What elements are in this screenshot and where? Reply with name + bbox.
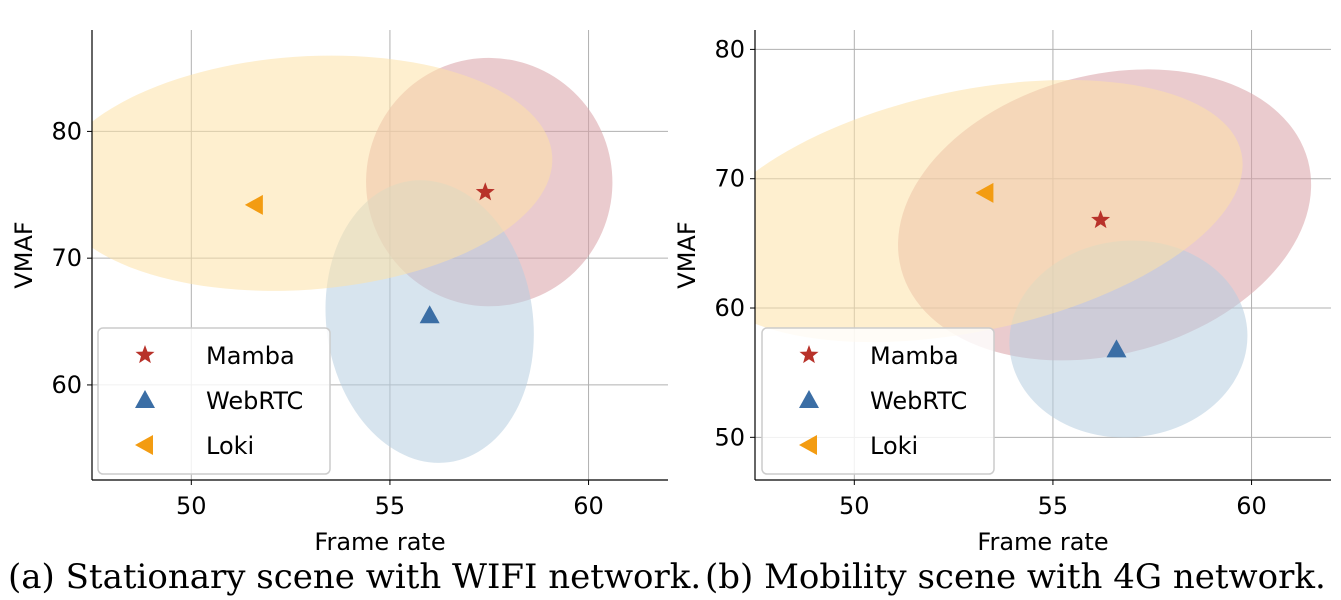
legend-label: Loki <box>206 432 254 460</box>
legend-marker-webrtc <box>799 390 819 408</box>
chart-panel-b: 50 55 60 50 60 70 80 Frame rate VMAF Mamba WebRTC L… <box>673 30 1331 597</box>
legend-label: Loki <box>870 432 918 460</box>
y-tick-label: 60 <box>51 371 82 399</box>
legend-marker-mamba <box>799 345 819 364</box>
legend-marker-mamba <box>135 345 155 364</box>
legend: Mamba WebRTC Loki <box>761 327 995 475</box>
legend-label: WebRTC <box>206 387 303 415</box>
legend-label: Mamba <box>206 342 295 370</box>
y-tick-label: 60 <box>714 294 745 322</box>
x-tick-label: 50 <box>839 492 870 520</box>
figure-caption: (b) Mobility scene with 4G network. <box>705 557 1326 597</box>
legend-label: WebRTC <box>870 387 967 415</box>
x-axis-label: Frame rate <box>314 528 445 556</box>
y-tick-label: 80 <box>51 117 82 145</box>
data-point-webrtc <box>1106 339 1127 358</box>
x-tick-label: 55 <box>1038 492 1069 520</box>
x-tick-label: 50 <box>176 492 207 520</box>
x-tick-label: 60 <box>573 492 604 520</box>
figure-caption: (a) Stationary scene with WIFI network. <box>8 557 701 597</box>
legend-marker-loki <box>799 435 817 455</box>
y-tick-label: 80 <box>714 35 745 63</box>
y-tick-label: 50 <box>714 423 745 451</box>
legend: Mamba WebRTC Loki <box>97 327 331 475</box>
y-axis-label: VMAF <box>673 221 701 288</box>
legend-label: Mamba <box>870 342 959 370</box>
legend-box <box>761 327 995 475</box>
legend-marker-webrtc <box>135 390 155 408</box>
ellipses <box>92 55 613 463</box>
x-tick-label: 55 <box>375 492 406 520</box>
data-point-mamba <box>475 182 495 201</box>
y-tick-label: 70 <box>714 165 745 193</box>
chart-panel-a: 50 55 60 60 70 80 Frame rate VMAF Mamba WebRTC Lok… <box>8 30 701 597</box>
y-axis-label: VMAF <box>10 221 38 288</box>
confidence-ellipse-loki <box>92 55 553 291</box>
y-tick-label: 70 <box>51 244 82 272</box>
data-point-loki <box>975 182 994 203</box>
data-point-webrtc <box>419 305 440 324</box>
data-point-mamba <box>1091 210 1111 229</box>
ellipses <box>755 69 1312 438</box>
legend-box <box>97 327 331 475</box>
x-axis-label: Frame rate <box>977 528 1108 556</box>
legend-marker-loki <box>135 435 153 455</box>
x-tick-label: 60 <box>1236 492 1267 520</box>
confidence-ellipse-loki <box>755 79 1243 343</box>
data-point-loki <box>244 194 263 215</box>
